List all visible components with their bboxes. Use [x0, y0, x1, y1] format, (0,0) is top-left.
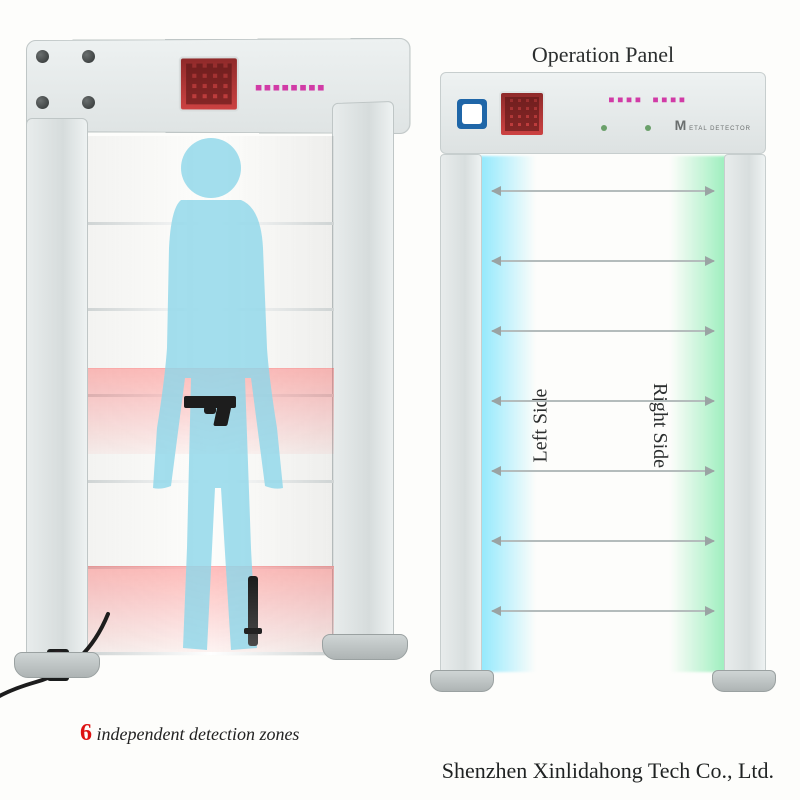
indicator-dot-icon: [645, 125, 651, 131]
left-side-glow: [480, 156, 536, 672]
detector-3d-foot-left: [14, 652, 100, 678]
zone-divider: [88, 652, 334, 655]
zone-divider: [88, 480, 334, 483]
field-arrow: [492, 330, 714, 332]
detector-3d-cavity: [88, 136, 334, 656]
indicator-dot-icon: [601, 125, 607, 131]
detector-diagram-foot-right: [712, 670, 776, 692]
bolt-icon: [82, 50, 95, 63]
bolt-icon: [36, 50, 49, 63]
field-arrow: [492, 400, 714, 402]
detector-3d-left-column: [26, 118, 88, 658]
diagram-led-strip: ■■■■ ■■■■: [609, 95, 688, 104]
right-side-label: Right Side: [648, 383, 671, 468]
model-label: M ETAL DETECTOR: [675, 117, 751, 133]
detector-diagram-right-column: [724, 154, 766, 674]
zones-caption-text: independent detection zones: [92, 724, 299, 744]
brand-logo-icon: [457, 99, 487, 129]
alert-zone: [88, 566, 334, 652]
bolt-icon: [82, 96, 95, 109]
handgun-icon: [184, 394, 244, 428]
bolt-icon: [36, 96, 49, 109]
field-arrow: [492, 540, 714, 542]
detector-diagram: Operation Panel ■■■■ ■■■■ M ETAL DETECTO…: [440, 44, 766, 704]
zone-divider: [88, 222, 334, 225]
field-arrow: [492, 610, 714, 612]
header-display-icon: [179, 56, 239, 111]
zone-divider: [88, 308, 334, 311]
field-arrow: [492, 260, 714, 262]
detector-diagram-left-column: [440, 154, 482, 674]
zones-caption: 6 independent detection zones: [80, 720, 299, 747]
field-arrow: [492, 470, 714, 472]
model-label-sub: ETAL DETECTOR: [689, 126, 751, 132]
field-arrow: [492, 190, 714, 192]
diagram-stage: ■■■■■■■■: [0, 0, 800, 800]
diagram-display-icon: [499, 91, 545, 137]
header-led-strip: ■■■■■■■■: [256, 83, 327, 93]
knife-icon: [248, 576, 258, 646]
right-side-glow: [670, 156, 726, 672]
zones-caption-number: 6: [80, 720, 92, 746]
detector-3d: ■■■■■■■■: [26, 40, 406, 700]
detector-diagram-header: ■■■■ ■■■■ M ETAL DETECTOR: [440, 72, 766, 154]
detector-3d-right-column: [332, 101, 394, 643]
company-name: Shenzhen Xinlidahong Tech Co., Ltd.: [442, 758, 774, 784]
detector-3d-foot-right: [322, 634, 408, 660]
model-label-m: M: [675, 117, 687, 133]
detector-diagram-foot-left: [430, 670, 494, 692]
operation-panel-label: Operation Panel: [440, 42, 766, 68]
